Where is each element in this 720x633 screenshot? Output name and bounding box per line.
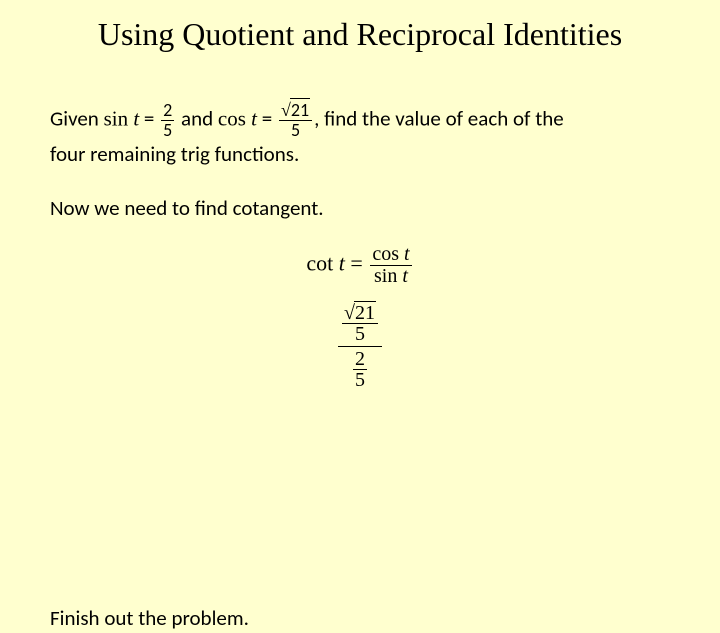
cot-equation: cot t = cos tsin t — [50, 244, 670, 287]
cos-label: cos — [218, 106, 246, 130]
given-prefix: Given — [50, 105, 104, 131]
cos-num-radicand: 21 — [290, 98, 310, 121]
given-suffix: , find the value of each of the — [314, 105, 564, 131]
finish-text: Finish out the problem. — [50, 604, 670, 632]
cos-den: 5 — [279, 121, 312, 140]
sin-label: sin — [104, 106, 129, 130]
cot-rhs-den: sin t — [370, 266, 411, 287]
step-text: Now we need to find cotangent. — [50, 194, 670, 222]
cot-rhs-fraction: cos tsin t — [370, 244, 411, 287]
eq-sign-2: = — [257, 105, 277, 131]
cot-lhs-fn: cot — [306, 251, 333, 276]
and-text: and — [176, 105, 218, 131]
cot-rhs-num: cos t — [370, 244, 411, 266]
sqrt-icon: 21 — [281, 101, 310, 120]
stack-bot-num: 2 — [353, 349, 367, 370]
given-line-1: Given sin t = 25 and cos t = 215, find t… — [50, 101, 670, 140]
slide-body: Given sin t = 25 and cos t = 215, find t… — [0, 53, 720, 633]
cos-num: 21 — [279, 101, 312, 121]
sin-var: t — [128, 106, 139, 130]
cos-fraction: 215 — [279, 101, 312, 140]
stack-bottom: 2 5 — [338, 347, 382, 390]
sin-num: 2 — [161, 101, 174, 121]
cot-eq-sign: = — [345, 251, 368, 276]
slide-title: Using Quotient and Reciprocal Identities — [0, 0, 720, 53]
sqrt-icon-2: 21 — [344, 303, 376, 323]
stack-bot-den: 5 — [353, 370, 367, 390]
cos-var: t — [246, 106, 257, 130]
sin-den: 5 — [161, 121, 174, 140]
stack-top: 21 5 — [338, 303, 382, 347]
stacked-fraction: 21 5 2 5 — [50, 303, 670, 394]
stack-top-den: 5 — [342, 324, 378, 344]
stack-top-num: 21 — [342, 303, 378, 324]
eq-sign-1: = — [139, 105, 159, 131]
sin-fraction: 25 — [161, 101, 174, 140]
given-line-2: four remaining trig functions. — [50, 140, 670, 168]
